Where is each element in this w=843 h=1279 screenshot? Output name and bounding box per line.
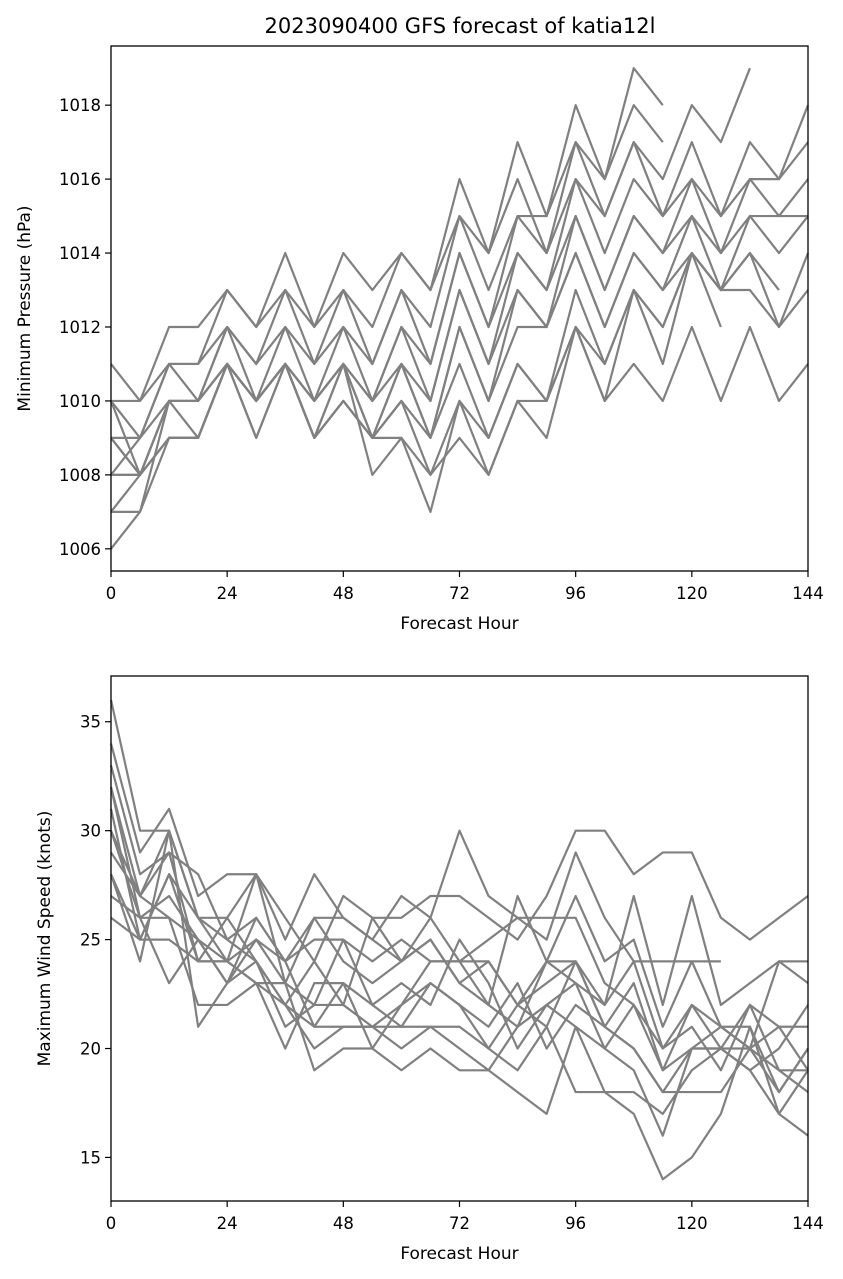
wind-axes-frame <box>110 675 809 1202</box>
pressure-x-tick-label: 120 <box>676 584 708 603</box>
pressure-series-line-11 <box>110 251 722 476</box>
pressure-y-tick-label: 1008 <box>59 466 101 485</box>
pressure-x-tick-label: 144 <box>792 584 824 603</box>
pressure-y-tick-label: 1018 <box>59 96 101 115</box>
wind-y-tick-label: 35 <box>80 713 101 732</box>
pressure-series-line-3 <box>110 67 751 439</box>
pressure-y-tick-label: 1012 <box>59 318 101 337</box>
wind-x-tick-label: 0 <box>106 1214 117 1233</box>
wind-series-line-7 <box>109 830 808 1072</box>
wind-series-line-2 <box>109 743 721 963</box>
pressure-x-tick-label: 72 <box>449 584 470 603</box>
wind-x-ticks: 0 24 48 72 96 120 144 <box>106 1201 824 1233</box>
wind-x-tick-label: 144 <box>792 1214 824 1233</box>
wind-y-tick-label: 20 <box>80 1040 101 1059</box>
wind-y-tick-label: 25 <box>80 931 101 950</box>
wind-y-tick-label: 15 <box>80 1148 101 1167</box>
pressure-series-line-2 <box>111 104 664 403</box>
pressure-series-line-1 <box>110 67 664 403</box>
pressure-y-ticks: 1006 1008 1010 1012 1014 1016 1018 <box>59 96 111 559</box>
pressure-axes-frame <box>110 45 809 572</box>
wind-x-tick-label: 72 <box>449 1214 470 1233</box>
wind-x-axis-label: Forecast Hour <box>400 1244 518 1264</box>
pressure-series-line-13 <box>109 325 809 476</box>
wind-series-layer <box>109 699 809 1181</box>
pressure-y-axis-label: Minimum Pressure (hPa) <box>15 205 35 411</box>
pressure-x-tick-label: 24 <box>217 584 238 603</box>
pressure-panel: 2023090400 GFS forecast of katia12l 0 24 4… <box>15 14 824 634</box>
pressure-y-tick-label: 1006 <box>59 540 101 559</box>
wind-x-tick-label: 48 <box>333 1214 354 1233</box>
wind-x-tick-label: 96 <box>565 1214 586 1233</box>
wind-series-line-13 <box>110 916 809 1181</box>
pressure-y-tick-label: 1014 <box>59 244 101 263</box>
pressure-series-layer <box>109 67 810 550</box>
wind-series-line-3 <box>109 765 808 1007</box>
pressure-series-line-9 <box>111 251 780 513</box>
wind-y-axis-label: Maximum Wind Speed (knots) <box>35 811 55 1067</box>
wind-panel: 0 24 48 72 96 120 144 15 20 25 30 35 Forecast Hour… <box>35 675 824 1264</box>
pressure-series-line-5 <box>110 141 809 476</box>
pressure-x-tick-label: 0 <box>106 584 117 603</box>
wind-series-line-6 <box>109 808 809 1072</box>
wind-x-tick-label: 24 <box>217 1214 238 1233</box>
wind-series-line-10 <box>109 873 809 1094</box>
pressure-x-ticks: 0 24 48 72 96 120 144 <box>106 571 824 603</box>
chart-title: 2023090400 GFS forecast of katia12l <box>265 14 656 38</box>
wind-x-tick-label: 120 <box>676 1214 708 1233</box>
pressure-y-tick-label: 1016 <box>59 170 101 189</box>
pressure-x-tick-label: 48 <box>333 584 354 603</box>
pressure-y-tick-label: 1010 <box>59 392 101 411</box>
pressure-x-tick-label: 96 <box>565 584 586 603</box>
pressure-x-axis-label: Forecast Hour <box>400 614 518 634</box>
pressure-series-line-4 <box>111 104 810 439</box>
wind-y-ticks: 15 20 25 30 35 <box>80 713 111 1167</box>
wind-series-line-11 <box>109 829 809 1137</box>
wind-y-tick-label: 30 <box>80 822 101 841</box>
